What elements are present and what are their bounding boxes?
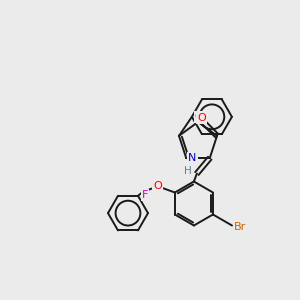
Text: Br: Br [234, 221, 246, 232]
Text: N: N [188, 153, 196, 163]
Text: O: O [195, 112, 203, 122]
Text: F: F [142, 190, 148, 200]
Text: O: O [197, 113, 206, 123]
Text: H: H [184, 166, 192, 176]
Text: O: O [154, 181, 162, 191]
